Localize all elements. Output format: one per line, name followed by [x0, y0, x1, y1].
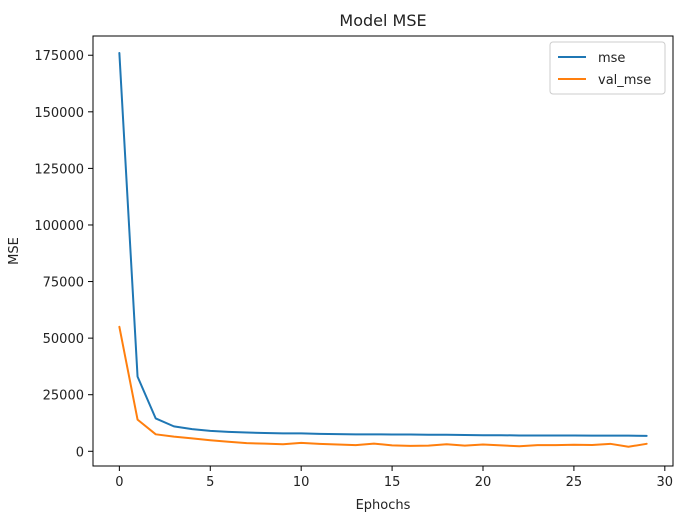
x-tick-label: 25: [566, 475, 583, 490]
y-axis-label: MSE: [7, 237, 22, 265]
x-tick-label: 10: [293, 475, 310, 490]
x-tick-label: 0: [115, 475, 123, 490]
x-tick-label: 5: [206, 475, 214, 490]
series-line-mse: [118, 51, 648, 437]
y-tick-label: 175000: [34, 49, 84, 64]
plot-area: 0 5 10 15 20 25 30 0 25000 50000 75000 100000 125000…: [34, 35, 674, 490]
legend: mse val_mse: [549, 41, 666, 95]
x-axis-label: Ephochs: [356, 498, 411, 513]
legend-box: [549, 41, 666, 95]
chart-title: Model MSE: [339, 11, 426, 30]
legend-label-mse: mse: [598, 51, 625, 66]
y-tick-label: 0: [76, 445, 84, 460]
y-tick-label: 25000: [43, 389, 84, 404]
x-tick-label: 15: [384, 475, 401, 490]
y-tick-label: 150000: [34, 106, 84, 121]
legend-label-val-mse: val_mse: [598, 73, 651, 88]
y-tick-label: 50000: [43, 332, 84, 347]
y-tick-label: 100000: [34, 219, 84, 234]
series-line-val-mse: [118, 325, 648, 448]
y-tick-label: 75000: [43, 276, 84, 291]
y-tick-label: 125000: [34, 162, 84, 177]
plot-frame: [92, 35, 674, 467]
x-tick-label: 30: [657, 475, 674, 490]
x-tick-label: 20: [475, 475, 492, 490]
